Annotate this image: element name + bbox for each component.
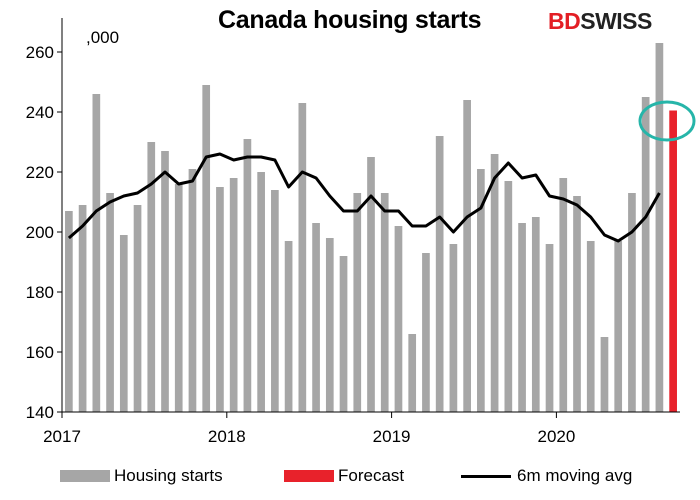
x-tick-label: 2019 <box>373 427 411 446</box>
y-tick-label: 140 <box>26 403 54 422</box>
bar-forecast <box>669 110 677 412</box>
bar-housing-starts <box>106 193 114 412</box>
bar-housing-starts <box>655 43 664 412</box>
bars-group <box>65 43 677 412</box>
forecast-highlight-circle <box>638 100 696 142</box>
legend-swatch-forecast <box>284 470 334 482</box>
bar-housing-starts <box>188 169 197 412</box>
bar-housing-starts <box>422 253 430 412</box>
x-tick-label: 2018 <box>208 427 246 446</box>
bar-housing-starts <box>545 244 554 412</box>
y-axis-unit-label: ,000 <box>86 28 120 47</box>
bar-housing-starts <box>573 196 581 412</box>
bar-housing-starts <box>133 205 142 412</box>
bar-housing-starts <box>559 178 568 412</box>
x-tick-label: 2017 <box>43 427 81 446</box>
moving-avg-group <box>67 152 661 243</box>
bar-housing-starts <box>394 226 403 412</box>
logo-bd-text: BD <box>548 8 581 34</box>
axes-lines <box>61 18 680 413</box>
bar-housing-starts <box>490 154 499 412</box>
bar-housing-starts <box>586 241 595 412</box>
bar-housing-starts <box>229 178 238 412</box>
y-tick-label: 240 <box>26 103 54 122</box>
bar-housing-starts <box>298 103 307 412</box>
bar-housing-starts <box>641 97 650 412</box>
bar-housing-starts <box>119 235 128 412</box>
legend-item-forecast: Forecast <box>284 466 404 486</box>
bar-housing-starts <box>78 205 87 412</box>
legend-item-housing-starts: Housing starts <box>60 466 223 486</box>
legend-swatch-moving-avg <box>461 474 511 478</box>
bar-housing-starts <box>216 187 224 412</box>
x-tick-label: 2020 <box>537 427 575 446</box>
bar-housing-starts <box>257 172 265 412</box>
legend-item-moving-avg: 6m moving avg <box>461 466 632 486</box>
bar-housing-starts <box>449 244 458 412</box>
y-tick-label: 200 <box>26 223 54 242</box>
bar-housing-starts <box>628 193 636 412</box>
y-axis: 140 160 180 200 220 240 260 <box>26 43 62 422</box>
bar-housing-starts <box>65 211 73 412</box>
bar-housing-starts <box>202 85 211 412</box>
bdswiss-logo: BDSWISS <box>548 8 652 35</box>
bar-housing-starts <box>477 169 485 412</box>
bar-housing-starts <box>531 217 540 412</box>
bar-housing-starts <box>614 241 623 412</box>
legend-label-moving-avg: 6m moving avg <box>517 466 633 485</box>
bar-housing-starts <box>518 223 526 412</box>
bar-housing-starts <box>353 193 362 412</box>
legend-label-housing-starts: Housing starts <box>114 466 223 485</box>
bar-housing-starts <box>243 139 252 412</box>
x-axis: 2017 2018 2019 2020 <box>43 412 575 446</box>
y-tick-label: 260 <box>26 43 54 62</box>
bar-housing-starts <box>380 193 389 412</box>
legend-label-forecast: Forecast <box>338 466 405 485</box>
legend: Housing starts Forecast 6m moving avg <box>0 466 700 496</box>
line-moving-avg <box>67 152 661 243</box>
y-tick-label: 160 <box>26 343 54 362</box>
bar-housing-starts <box>325 238 334 412</box>
bar-housing-starts <box>147 142 156 412</box>
bar-housing-starts <box>92 94 101 412</box>
bar-housing-starts <box>271 190 279 412</box>
logo-swiss-text: SWISS <box>580 8 652 34</box>
y-tick-label: 220 <box>26 163 54 182</box>
bar-housing-starts <box>312 223 320 412</box>
bar-housing-starts <box>600 337 609 412</box>
bar-housing-starts <box>367 157 375 412</box>
bar-housing-starts <box>161 151 169 412</box>
bar-housing-starts <box>339 256 348 412</box>
bar-housing-starts <box>174 184 183 412</box>
bar-housing-starts <box>463 100 471 412</box>
y-tick-label: 180 <box>26 283 54 302</box>
bar-housing-starts <box>284 241 293 412</box>
bar-housing-starts <box>504 181 513 412</box>
bar-housing-starts <box>408 334 417 412</box>
legend-swatch-housing-starts <box>60 470 110 482</box>
bar-housing-starts <box>435 136 444 412</box>
chart-title: Canada housing starts <box>218 6 482 34</box>
